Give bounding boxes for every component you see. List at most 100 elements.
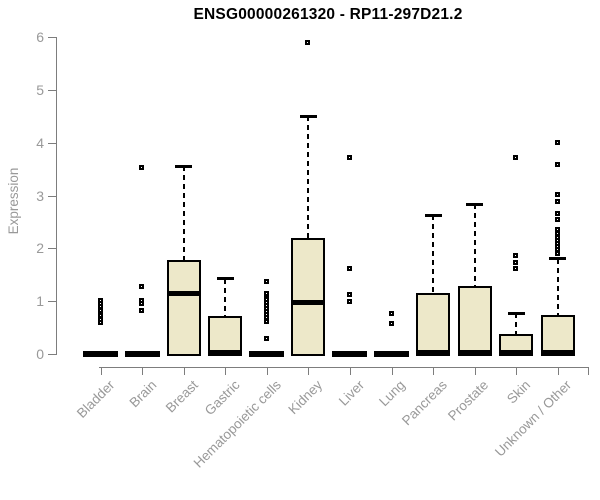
outlier-point bbox=[554, 210, 560, 216]
x-tick bbox=[391, 367, 393, 375]
whisker-cap bbox=[299, 114, 317, 118]
outlier-point bbox=[346, 299, 352, 305]
whisker-cap bbox=[507, 311, 525, 315]
x-axis-line bbox=[99, 367, 589, 368]
x-tick-label: Breast bbox=[162, 377, 201, 416]
x-tick-label: Liver bbox=[335, 377, 367, 409]
outlier-point bbox=[554, 217, 560, 223]
x-tick bbox=[516, 367, 518, 375]
outlier-point bbox=[554, 140, 560, 146]
y-tick-label: 0 bbox=[36, 346, 44, 362]
outlier-point bbox=[388, 320, 394, 326]
x-tick bbox=[225, 367, 227, 375]
whisker-line bbox=[182, 166, 185, 260]
y-tick bbox=[48, 142, 56, 144]
collapsed-box bbox=[124, 351, 160, 357]
outlier-point bbox=[388, 311, 394, 317]
x-tick bbox=[557, 367, 559, 375]
whisker-cap bbox=[216, 277, 234, 281]
x-tick-label: Skin bbox=[503, 377, 534, 407]
collapsed-box bbox=[249, 351, 285, 357]
outlier-point bbox=[263, 290, 269, 296]
whisker-line bbox=[307, 116, 310, 238]
y-tick bbox=[48, 37, 56, 38]
outlier-point bbox=[554, 192, 560, 198]
y-tick bbox=[48, 248, 56, 250]
y-tick bbox=[48, 195, 56, 197]
x-tick-label: Prostate bbox=[445, 377, 492, 424]
outlier-point bbox=[554, 227, 560, 233]
outlier-point bbox=[305, 39, 311, 45]
whisker-cap bbox=[549, 257, 567, 261]
outlier-point bbox=[263, 335, 269, 341]
median-line bbox=[416, 349, 451, 355]
collapsed-box bbox=[374, 351, 409, 357]
whisker-cap bbox=[466, 202, 484, 206]
x-tick bbox=[433, 367, 435, 375]
y-tick-label: 1 bbox=[36, 293, 44, 310]
median-line bbox=[540, 349, 575, 355]
x-tick-label: Unknown / Other bbox=[492, 377, 575, 460]
y-tick-label: 3 bbox=[36, 187, 44, 204]
outlier-point bbox=[263, 279, 269, 285]
chart-title: ENSG00000261320 - RP11-297D21.2 bbox=[193, 6, 463, 23]
y-tick-label: 2 bbox=[36, 240, 44, 257]
whisker-line bbox=[515, 313, 518, 334]
y-tick-label: 6 bbox=[36, 29, 44, 45]
outlier-point bbox=[346, 292, 352, 298]
outlier-point bbox=[513, 260, 519, 266]
x-tick bbox=[183, 367, 185, 375]
x-tick bbox=[349, 367, 351, 375]
y-tick bbox=[48, 354, 56, 355]
outlier-point bbox=[139, 297, 145, 303]
x-axis-end-tick bbox=[587, 367, 589, 375]
whisker-cap bbox=[175, 164, 193, 168]
outlier-point bbox=[139, 307, 145, 313]
box bbox=[540, 314, 575, 356]
y-tick bbox=[48, 301, 56, 303]
box bbox=[208, 316, 243, 356]
whisker-line bbox=[432, 215, 435, 294]
box bbox=[291, 237, 326, 356]
x-tick-label: Kidney bbox=[285, 377, 326, 418]
median-line bbox=[499, 349, 534, 355]
x-tick bbox=[100, 367, 102, 375]
whisker-line bbox=[473, 204, 476, 286]
x-tick-label: Lung bbox=[376, 377, 409, 410]
x-tick bbox=[474, 367, 476, 375]
collapsed-box bbox=[332, 351, 368, 357]
y-tick-label: 4 bbox=[36, 134, 44, 151]
x-tick-label: Pancreas bbox=[399, 377, 450, 429]
outlier-point bbox=[263, 319, 269, 325]
y-axis-line bbox=[56, 37, 57, 355]
outlier-point bbox=[513, 266, 519, 272]
median-line bbox=[166, 290, 201, 296]
collapsed-box bbox=[83, 351, 119, 357]
y-tick bbox=[48, 89, 56, 91]
x-tick bbox=[308, 367, 310, 375]
outlier-point bbox=[97, 297, 103, 303]
outlier-point bbox=[554, 199, 560, 205]
box bbox=[457, 285, 492, 356]
outlier-point bbox=[513, 252, 519, 258]
median-line bbox=[291, 300, 326, 306]
outlier-point bbox=[139, 164, 145, 170]
x-tick-label: Gastric bbox=[201, 377, 243, 419]
y-tick-label: 5 bbox=[36, 81, 44, 98]
whisker-cap bbox=[424, 213, 442, 217]
median-line bbox=[457, 349, 492, 355]
whisker-line bbox=[224, 278, 227, 317]
whisker-line bbox=[556, 258, 559, 315]
x-tick bbox=[142, 367, 144, 375]
outlier-point bbox=[346, 155, 352, 161]
x-tick bbox=[266, 367, 268, 375]
outlier-point bbox=[554, 162, 560, 168]
outlier-point bbox=[513, 155, 519, 161]
median-line bbox=[208, 349, 243, 355]
outlier-point bbox=[346, 266, 352, 272]
outlier-point bbox=[139, 284, 145, 290]
x-tick-label: Brain bbox=[126, 377, 160, 411]
box bbox=[166, 259, 201, 356]
